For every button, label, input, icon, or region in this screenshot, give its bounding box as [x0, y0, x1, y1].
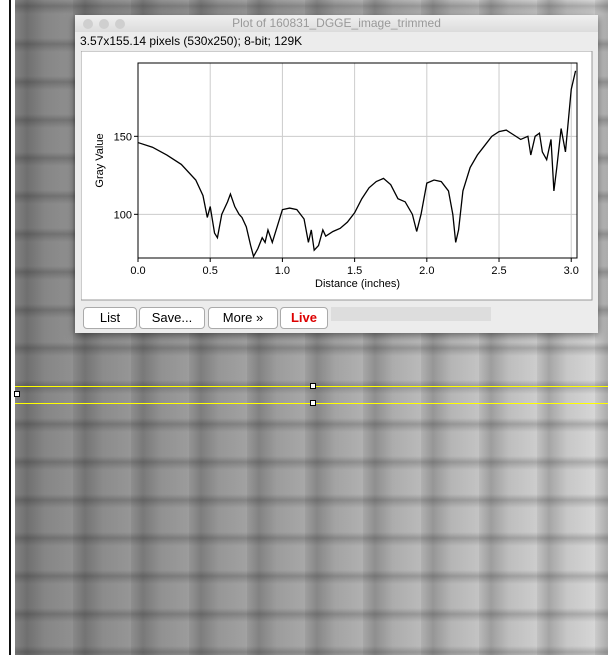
x-tick-label: 2.5	[491, 265, 506, 277]
y-axis-label: Gray Value	[94, 133, 106, 187]
selection-handle[interactable]	[14, 391, 20, 397]
x-tick-label: 0.0	[130, 265, 145, 277]
image-info: 3.57x155.14 pixels (530x250); 8-bit; 129…	[80, 34, 303, 48]
plot-window: Plot of 160831_DGGE_image_trimmed 3.57x1…	[75, 15, 598, 333]
window-button[interactable]	[99, 19, 109, 29]
title-bar: Plot of 160831_DGGE_image_trimmed	[75, 15, 598, 32]
window-title: Plot of 160831_DGGE_image_trimmed	[232, 16, 441, 30]
y-tick-label: 150	[114, 131, 132, 143]
chart: 0.0 0.5 1.0 1.5 2.0 2.5 3.0 100 150 Distance (inc…	[81, 51, 593, 301]
plot-area	[137, 62, 578, 259]
x-tick-label: 3.0	[564, 265, 579, 277]
window-button[interactable]	[83, 19, 93, 29]
x-tick-label: 0.5	[203, 265, 218, 277]
save-button[interactable]: Save...	[139, 307, 205, 329]
x-axis-label: Distance (inches)	[315, 278, 400, 290]
progress-bar	[331, 307, 491, 321]
y-tick-label: 100	[114, 209, 132, 221]
plot-frame	[81, 51, 593, 301]
selection-handle[interactable]	[310, 400, 316, 406]
image-border	[9, 0, 11, 655]
window-button[interactable]	[115, 19, 125, 29]
x-tick-label: 1.0	[275, 265, 290, 277]
x-tick-label: 1.5	[347, 265, 362, 277]
list-button[interactable]: List	[83, 307, 137, 329]
profile-line	[137, 70, 577, 259]
live-button[interactable]: Live	[280, 307, 328, 329]
selection-handle[interactable]	[310, 383, 316, 389]
more-button[interactable]: More »	[208, 307, 278, 329]
x-tick-label: 2.0	[419, 265, 434, 277]
